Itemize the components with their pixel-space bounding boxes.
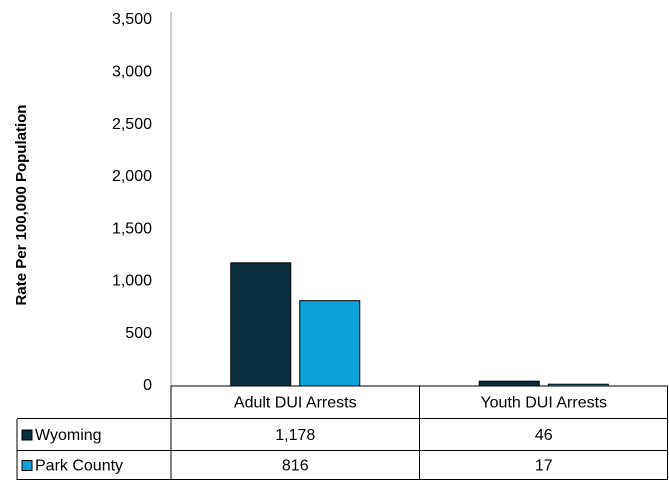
x-tick-label: Youth DUI Arrests [480,395,607,412]
y-tick-label: 2,500 [112,116,152,133]
legend-swatch [21,429,33,441]
legend-label: Park County [35,458,123,475]
legend-label: Wyoming [35,427,102,444]
value-label: 46 [535,427,553,444]
value-label: 1,178 [275,427,315,444]
y-tick-label: 2,000 [112,168,152,185]
y-tick-label: 500 [125,325,152,342]
bar [299,300,361,387]
y-tick-label: 3,000 [112,64,152,81]
y-tick-label: 0 [143,377,152,394]
y-tick-label: 1,000 [112,273,152,290]
value-label: 816 [282,458,309,475]
y-tick-label: 1,500 [112,220,152,237]
x-tick-label: Adult DUI Arrests [234,395,357,412]
bar [230,262,292,387]
legend-swatch [21,460,33,471]
y-axis-label: Rate Per 100,000 Population [13,105,30,306]
value-label: 17 [535,458,553,475]
bar [478,380,540,387]
y-tick-label: 3,500 [112,11,152,28]
